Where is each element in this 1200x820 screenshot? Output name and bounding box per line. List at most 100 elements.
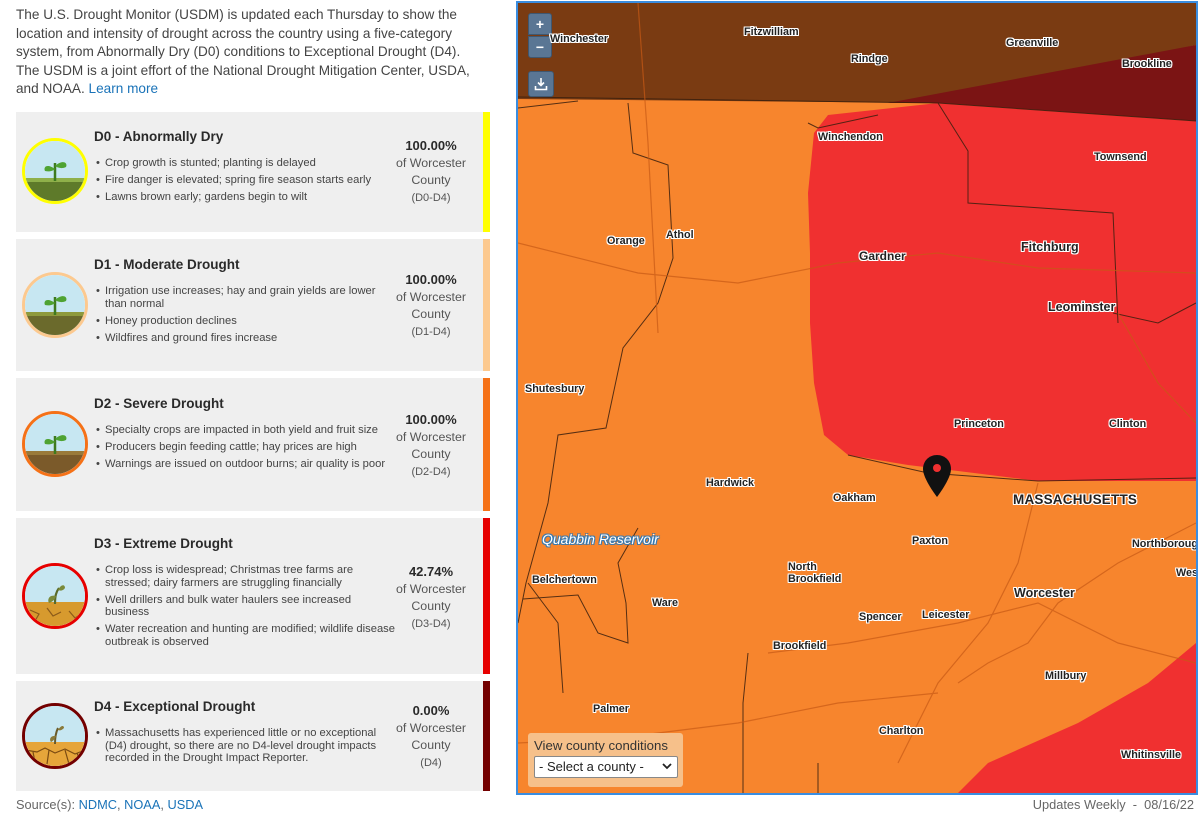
source-line: Source(s): NDMC, NOAA, USDA xyxy=(16,797,204,812)
impact-item: Massachusetts has experienced little or … xyxy=(96,727,396,765)
place-label: Fitzwilliam xyxy=(744,26,799,38)
place-label: Spencer xyxy=(859,611,902,623)
place-label: Orange xyxy=(607,235,645,247)
impact-list: Massachusetts has experienced little or … xyxy=(96,727,396,769)
place-label: Greenville xyxy=(1006,37,1059,49)
percent-county-label: County xyxy=(411,738,451,752)
percent-county-label: County xyxy=(411,307,451,321)
drought-level-card-d1: D1 - Moderate Drought Irrigation use inc… xyxy=(16,239,490,371)
impact-list: Irrigation use increases; hay and grain … xyxy=(96,285,396,349)
level-range-code: (D3-D4) xyxy=(411,617,451,630)
county-select-value: - Select a county - xyxy=(539,759,644,774)
place-label: Millbury xyxy=(1045,670,1087,682)
dead-sprout-icon xyxy=(22,703,88,769)
place-label: Leominster xyxy=(1048,300,1116,314)
intro-paragraph: The U.S. Drought Monitor (USDM) is updat… xyxy=(16,6,486,99)
county-percent-stat: 0.00% of Worcester County (D4) xyxy=(388,702,474,772)
impact-list: Specialty crops are impacted in both yie… xyxy=(96,424,396,475)
level-color-bar xyxy=(483,239,490,371)
percent-of-label: of Worcester xyxy=(395,289,466,304)
sprout-moderate-icon xyxy=(22,272,88,338)
source-link-ndmc[interactable]: NDMC xyxy=(78,797,117,812)
impact-item: Crop loss is widespread; Christmas tree … xyxy=(96,564,396,589)
percent-county-label: County xyxy=(411,173,451,187)
source-link-usda[interactable]: USDA xyxy=(167,797,204,812)
level-title: D3 - Extreme Drought xyxy=(94,536,233,551)
county-percent-stat: 100.00% of Worcester County (D2-D4) xyxy=(388,411,474,481)
learn-more-link[interactable]: Learn more xyxy=(88,81,159,96)
impact-item: Crop growth is stunted; planting is dela… xyxy=(96,157,396,170)
place-label: Brookline xyxy=(1122,58,1172,70)
place-label: Worcester xyxy=(1014,586,1075,600)
place-label: Winchendon xyxy=(818,131,883,143)
place-label: Oakham xyxy=(833,492,876,504)
drought-info-panel: The U.S. Drought Monitor (USDM) is updat… xyxy=(0,0,512,820)
place-label: Athol xyxy=(666,229,694,241)
place-label: Gardner xyxy=(859,249,906,263)
place-label: Hardwick xyxy=(706,477,755,489)
percent-county-label: County xyxy=(411,447,451,461)
drought-level-card-d2: D2 - Severe Drought Specialty crops are … xyxy=(16,378,490,511)
impact-item: Warnings are issued on outdoor burns; ai… xyxy=(96,458,396,471)
level-range-code: (D1-D4) xyxy=(411,325,451,338)
percent-of-label: of Worcester xyxy=(395,155,466,170)
place-label: Townsend xyxy=(1094,151,1147,163)
level-title: D1 - Moderate Drought xyxy=(94,257,240,272)
source-label: Source(s): xyxy=(16,797,76,812)
source-link-noaa[interactable]: NOAA xyxy=(124,797,161,812)
place-label: Northborough xyxy=(1132,538,1198,550)
zoom-out-button[interactable]: − xyxy=(528,36,552,58)
place-label: Paxton xyxy=(912,535,948,547)
county-percent-stat: 42.74% of Worcester County (D3-D4) xyxy=(388,563,474,633)
sprout-severe-icon xyxy=(22,411,88,477)
place-label: Belchertown xyxy=(532,574,597,586)
percent-of-label: of Worcester xyxy=(395,720,466,735)
place-label: Shutesbury xyxy=(525,383,585,395)
level-title: D4 - Exceptional Drought xyxy=(94,699,256,714)
county-select[interactable]: - Select a county - xyxy=(534,756,678,778)
level-range-code: (D0-D4) xyxy=(411,191,451,204)
place-label: Brookfield xyxy=(773,640,827,652)
impact-item: Wildfires and ground fires increase xyxy=(96,332,396,345)
sprout-dry-icon xyxy=(22,138,88,204)
percent-value: 42.74% xyxy=(408,564,454,579)
chevron-down-icon xyxy=(662,763,672,770)
zoom-in-button[interactable]: + xyxy=(528,13,552,35)
drought-map[interactable]: + − Winchester Fitzwilliam Rindge Greenv… xyxy=(516,1,1198,795)
level-title: D0 - Abnormally Dry xyxy=(94,129,224,144)
impact-item: Fire danger is elevated; spring fire sea… xyxy=(96,174,396,187)
impact-item: Water recreation and hunting are modifie… xyxy=(96,623,396,648)
place-label: Ware xyxy=(652,597,679,609)
place-label: Charlton xyxy=(879,725,924,737)
impact-list: Crop growth is stunted; planting is dela… xyxy=(96,157,396,208)
download-icon xyxy=(534,78,548,91)
drought-map-layers xyxy=(518,3,1196,793)
wilted-sprout-icon xyxy=(22,563,88,629)
level-color-bar xyxy=(483,681,490,791)
impact-item: Lawns brown early; gardens begin to wilt xyxy=(96,191,396,204)
percent-of-label: of Worcester xyxy=(395,429,466,444)
impact-item: Well drillers and bulk water haulers see… xyxy=(96,594,396,619)
percent-of-label: of Worcester xyxy=(395,581,466,596)
percent-county-label: County xyxy=(411,599,451,613)
drought-level-card-d3: D3 - Extreme Drought Crop loss is widesp… xyxy=(16,518,490,674)
level-title: D2 - Severe Drought xyxy=(94,396,224,411)
place-label: North Brookfield xyxy=(788,561,842,585)
place-label: Whitinsville xyxy=(1121,749,1181,761)
level-color-bar xyxy=(483,518,490,674)
place-label: Princeton xyxy=(954,418,1004,430)
county-percent-stat: 100.00% of Worcester County (D1-D4) xyxy=(388,271,474,341)
place-label: Winchester xyxy=(550,33,609,45)
level-color-bar xyxy=(483,112,490,232)
place-label: Rindge xyxy=(851,53,888,65)
download-button[interactable] xyxy=(528,71,554,97)
drought-level-card-d0: D0 - Abnormally Dry Crop growth is stunt… xyxy=(16,112,490,232)
level-color-bar xyxy=(483,378,490,511)
percent-value: 100.00% xyxy=(405,138,457,153)
percent-value: 0.00% xyxy=(412,703,450,718)
impact-item: Producers begin feeding cattle; hay pric… xyxy=(96,441,396,454)
drought-level-card-d4: D4 - Exceptional Drought Massachusetts h… xyxy=(16,681,490,791)
county-selector-panel: View county conditions - Select a county… xyxy=(528,733,683,787)
location-pin-icon[interactable] xyxy=(922,454,952,498)
place-label: West xyxy=(1176,567,1198,579)
